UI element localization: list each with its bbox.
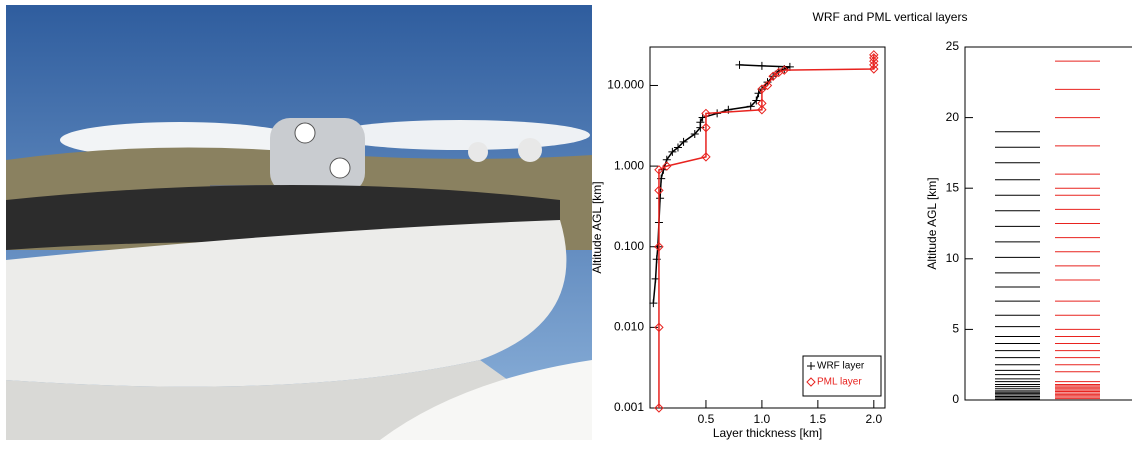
- dome-shell: [6, 220, 567, 387]
- y-tick-label: 0.100: [614, 239, 644, 253]
- x-tick-label: 1.0: [754, 412, 771, 426]
- lens: [294, 122, 316, 144]
- marker: [701, 122, 711, 133]
- marker: [869, 64, 879, 74]
- plot-frame: [649, 46, 886, 409]
- marker: [654, 403, 664, 413]
- marker: [662, 161, 672, 171]
- dome: [468, 142, 488, 162]
- marker: [757, 98, 767, 109]
- y-tick-label: 15: [946, 180, 960, 194]
- cloud: [330, 120, 590, 150]
- y-tick-label: 0.001: [614, 400, 644, 414]
- y-tick-label: 10.000: [607, 78, 644, 92]
- marker: [673, 143, 682, 152]
- marker: [654, 185, 664, 196]
- marker: [869, 60, 879, 70]
- y-axis-label: Altitude AGL [km]: [925, 177, 939, 269]
- marker: [746, 102, 755, 111]
- marker: [779, 65, 789, 75]
- figure-title: WRF and PML vertical layers: [813, 10, 968, 24]
- marker: [654, 322, 664, 333]
- y-tick-label: 0: [952, 392, 959, 406]
- y-tick-label: 5: [952, 322, 959, 336]
- photo: [6, 5, 592, 440]
- legend-label: WRF layer: [817, 361, 865, 372]
- legend-label: PML layer: [817, 377, 862, 388]
- marker: [656, 194, 665, 203]
- series-line: [652, 64, 791, 304]
- marker: [696, 118, 705, 127]
- lens: [329, 157, 351, 179]
- instrument: [270, 118, 365, 193]
- y-tick-label: 0.010: [614, 320, 644, 334]
- marker: [757, 61, 766, 70]
- marker: [668, 147, 677, 156]
- marker: [757, 84, 767, 94]
- y-tick-label: 20: [946, 110, 960, 124]
- y-tick-label: 25: [946, 39, 960, 53]
- y-tick-label: 10: [946, 251, 960, 265]
- legend-marker: [806, 377, 816, 387]
- marker: [762, 80, 773, 91]
- x-axis-label: Layer thickness [km]: [713, 426, 822, 440]
- plot-frame: [964, 46, 1132, 401]
- marker: [679, 137, 688, 146]
- legend-box: [802, 355, 882, 397]
- marker: [735, 60, 744, 69]
- x-tick-label: 0.5: [698, 412, 715, 426]
- marker: [768, 71, 778, 81]
- y-axis-label: Altitude AGL [km]: [590, 181, 604, 273]
- marker: [869, 50, 879, 60]
- dome: [518, 138, 542, 162]
- marker: [701, 152, 711, 162]
- x-tick-label: 1.5: [810, 412, 827, 426]
- x-tick-label: 2.0: [865, 412, 882, 426]
- marker: [654, 242, 664, 252]
- marker: [690, 130, 699, 139]
- marker: [649, 299, 658, 308]
- y-tick-label: 1.000: [614, 158, 644, 172]
- marker: [757, 105, 767, 115]
- series-line: [658, 54, 875, 408]
- dome-panel: [380, 360, 592, 440]
- legend-marker: [807, 362, 815, 370]
- marker: [701, 108, 711, 119]
- marker: [654, 165, 664, 175]
- marker: [752, 96, 761, 105]
